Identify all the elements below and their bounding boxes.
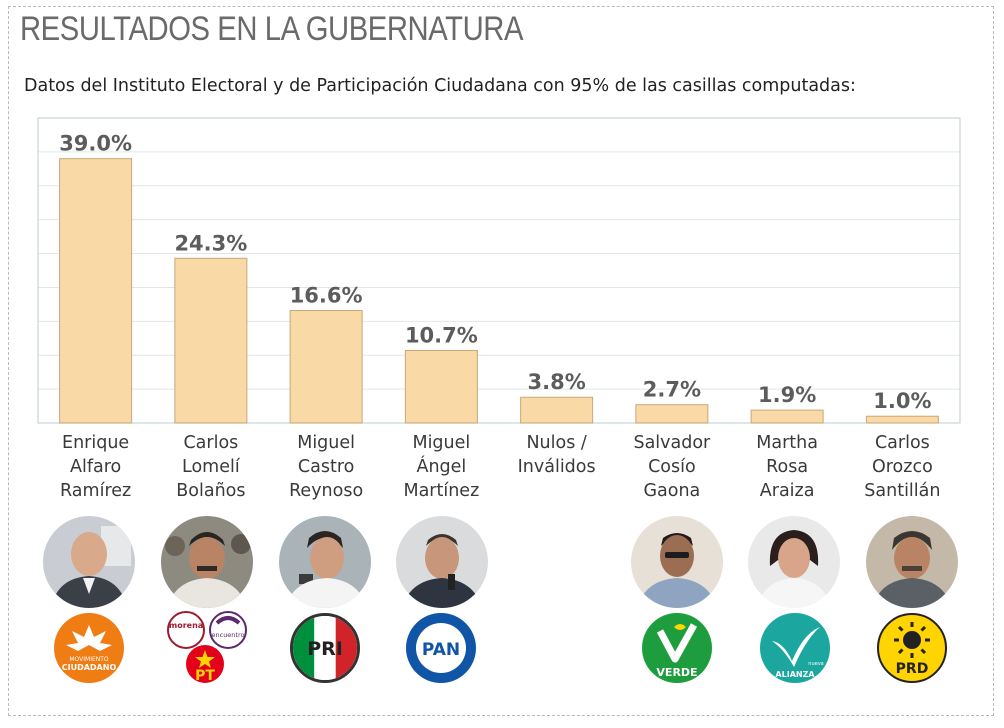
category-label: Miguel xyxy=(297,433,355,453)
bar xyxy=(520,396,594,424)
category-label: Nulos / xyxy=(526,433,586,453)
category-label: Ángel xyxy=(416,455,466,477)
pt-logo: PT xyxy=(186,645,224,683)
bar-value-label: 16.6% xyxy=(290,283,363,307)
category-label: Cosío xyxy=(648,457,696,477)
bar xyxy=(865,415,939,424)
category-label: Carlos xyxy=(875,433,930,453)
party-label: VERDE xyxy=(656,666,697,679)
graphic-frame xyxy=(8,6,994,716)
party-label: ALIANZA xyxy=(775,670,815,679)
party-label: PT xyxy=(195,668,215,683)
category-label: Inválidos xyxy=(518,457,596,477)
category-label: Martínez xyxy=(403,481,479,501)
party-label: morena xyxy=(169,621,203,630)
movimiento-ciudadano-logo: MOVIMIENTO CIUDADANO xyxy=(54,613,124,683)
bar-value-label: 1.0% xyxy=(873,389,931,413)
pri-logo: PRI xyxy=(290,613,360,683)
bar xyxy=(404,349,478,424)
category-label: Alfaro xyxy=(70,457,121,477)
party-label: MOVIMIENTO xyxy=(69,656,109,663)
nueva-alianza-logo: nueva ALIANZA xyxy=(760,613,830,683)
category-label: Martha xyxy=(756,433,818,453)
bar-value-label: 24.3% xyxy=(174,231,247,255)
bar xyxy=(59,158,133,424)
category-label: Gaona xyxy=(643,481,700,501)
candidate-photo-cosio xyxy=(631,516,723,608)
encuentro-social-logo: encuentro xyxy=(209,611,247,649)
candidate-photo-orozco xyxy=(866,516,958,608)
category-label: Araiza xyxy=(760,481,815,501)
category-label: Enrique xyxy=(62,433,129,453)
prd-logo: PRD xyxy=(877,613,947,683)
candidate-photo-alfaro xyxy=(43,516,135,608)
morena-logo: morena xyxy=(167,611,205,649)
category-label: Salvador xyxy=(633,433,711,453)
plot-area xyxy=(37,117,961,424)
party-label: encuentro xyxy=(212,631,245,639)
category-label: Orozco xyxy=(872,457,933,477)
bar-value-label: 10.7% xyxy=(405,323,478,347)
bar xyxy=(174,257,248,424)
category-label: Rosa xyxy=(766,457,808,477)
category-label: Carlos xyxy=(183,433,238,453)
pvem-logo: VERDE xyxy=(642,613,712,683)
party-label: PRD xyxy=(896,661,929,677)
candidate-photo-araiza xyxy=(748,516,840,608)
bar-value-label: 3.8% xyxy=(528,370,586,394)
candidate-photo-castro xyxy=(279,516,371,608)
bar xyxy=(635,404,709,424)
party-label: CIUDADANO xyxy=(62,663,117,672)
bar xyxy=(289,309,363,424)
party-label: nueva xyxy=(808,661,823,667)
category-label: Miguel xyxy=(412,433,470,453)
category-label: Reynoso xyxy=(289,481,363,501)
category-label: Bolaños xyxy=(176,481,245,501)
party-label: PAN xyxy=(422,640,460,660)
bar-value-label: 39.0% xyxy=(59,132,132,156)
category-label: Castro xyxy=(298,457,354,477)
page-title: RESULTADOS EN LA GUBERNATURA xyxy=(20,10,524,48)
category-label: Lomelí xyxy=(182,457,241,477)
pan-logo: PAN xyxy=(406,613,476,683)
candidate-photo-martinez xyxy=(396,516,488,608)
candidate-photo-lomeli xyxy=(161,516,253,608)
party-label: PRI xyxy=(307,638,343,660)
category-label: Santillán xyxy=(864,481,940,501)
bar-value-label: 2.7% xyxy=(643,378,701,402)
bar-value-label: 1.9% xyxy=(758,383,816,407)
bar xyxy=(750,409,824,424)
page-subtitle: Datos del Instituto Electoral y de Parti… xyxy=(24,76,856,96)
category-label: Ramírez xyxy=(60,481,131,501)
